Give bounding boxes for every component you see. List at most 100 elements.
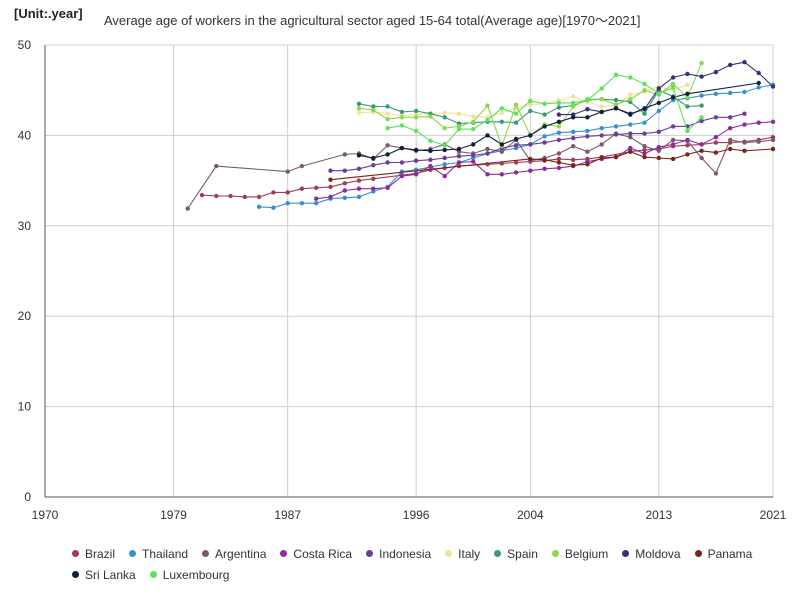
data-point-costa-rica: [528, 168, 533, 173]
data-point-brazil: [713, 140, 719, 145]
data-point-indonesia: [456, 154, 462, 159]
data-point-brazil: [228, 193, 233, 199]
data-point-belgium: [642, 88, 647, 93]
data-point-belgium: [413, 115, 419, 120]
legend-label: Brazil: [85, 546, 116, 561]
legend-item-moldova[interactable]: Moldova: [622, 543, 681, 564]
data-point-sri-lanka: [513, 136, 519, 142]
data-point-indonesia: [413, 158, 419, 163]
data-point-brazil: [356, 178, 362, 183]
data-point-thailand: [585, 128, 590, 134]
legend-label: Thailand: [142, 546, 189, 561]
data-point-indonesia: [670, 124, 676, 129]
legend-item-belgium[interactable]: Belgium: [551, 543, 608, 564]
x-tick-label: 1970: [32, 508, 59, 522]
legend-item-argentina[interactable]: Argentina: [202, 543, 266, 564]
legend-item-brazil[interactable]: Brazil: [72, 543, 115, 564]
legend-swatch-belgium: [551, 550, 559, 557]
data-point-indonesia: [428, 157, 433, 162]
data-point-sri-lanka: [670, 95, 676, 100]
data-point-luxembourg: [485, 117, 490, 123]
data-point-sri-lanka: [442, 147, 447, 153]
data-point-sri-lanka: [599, 109, 604, 115]
legend-item-costa-rica[interactable]: Costa Rica: [280, 543, 352, 564]
data-point-sri-lanka: [385, 152, 390, 157]
legend-item-italy[interactable]: Italy: [445, 543, 480, 564]
data-point-costa-rica: [728, 126, 733, 131]
data-point-italy: [456, 111, 462, 116]
data-point-spain: [556, 105, 562, 110]
legend-item-panama[interactable]: Panama: [694, 543, 752, 564]
data-point-costa-rica: [456, 160, 462, 165]
data-point-moldova: [728, 62, 733, 68]
legend-item-thailand[interactable]: Thailand: [129, 543, 188, 564]
data-point-thailand: [542, 134, 547, 139]
data-point-belgium: [613, 102, 619, 107]
y-tick-label: 10: [18, 400, 32, 414]
chart-title: Average age of workers in the agricultur…: [104, 13, 641, 28]
data-point-thailand: [571, 129, 576, 134]
legend-item-sri-lanka[interactable]: Sri Lanka: [72, 564, 136, 585]
data-point-panama: [656, 155, 661, 161]
data-point-panama: [742, 148, 747, 153]
data-point-belgium: [571, 104, 576, 109]
data-point-indonesia: [485, 151, 490, 156]
axis-tick-labels: 0 10 20 30 40 50 1970 1979 1987 1996 2004 2013 2021: [18, 38, 787, 522]
data-point-belgium: [699, 60, 704, 66]
data-point-indonesia: [471, 153, 476, 158]
data-point-thailand: [271, 205, 276, 210]
data-point-italy: [442, 110, 447, 116]
data-point-belgium: [685, 95, 690, 100]
data-point-costa-rica: [699, 142, 704, 147]
legend-item-spain[interactable]: Spain: [494, 543, 538, 564]
data-point-sri-lanka: [399, 145, 405, 151]
data-point-argentina: [299, 163, 305, 169]
legend-item-luxembourg[interactable]: Luxembourg: [149, 564, 229, 585]
data-point-luxembourg: [670, 85, 676, 90]
legend-swatch-moldova: [622, 550, 630, 557]
data-point-costa-rica: [314, 196, 319, 201]
data-point-argentina: [571, 144, 576, 149]
data-point-argentina: [185, 206, 190, 211]
data-point-thailand: [314, 201, 319, 206]
data-point-belgium: [385, 116, 390, 122]
data-point-indonesia: [342, 168, 347, 173]
series-line-indonesia: [330, 113, 745, 172]
data-point-spain: [685, 104, 690, 109]
data-point-argentina: [485, 146, 490, 152]
data-point-sri-lanka: [656, 100, 661, 106]
data-point-thailand: [256, 204, 262, 209]
data-point-sri-lanka: [471, 142, 476, 147]
series-luxembourg: [385, 72, 704, 148]
data-point-belgium: [485, 103, 490, 108]
data-point-italy: [471, 114, 476, 119]
data-point-sri-lanka: [485, 133, 490, 138]
data-point-indonesia: [442, 155, 447, 161]
data-point-thailand: [599, 126, 604, 131]
data-point-thailand: [613, 124, 619, 129]
chart-grid: [44, 44, 774, 498]
data-point-thailand: [356, 194, 362, 200]
data-point-panama: [642, 154, 647, 160]
data-point-costa-rica: [513, 170, 519, 175]
data-point-brazil: [328, 184, 333, 190]
data-point-moldova: [656, 86, 661, 91]
legend-swatch-argentina: [202, 550, 210, 557]
data-point-indonesia: [585, 134, 590, 139]
data-point-panama: [770, 146, 776, 152]
data-point-luxembourg: [385, 126, 390, 131]
series-line-italy: [358, 84, 688, 118]
data-point-costa-rica: [399, 173, 405, 179]
series-moldova: [556, 60, 776, 117]
data-point-panama: [728, 146, 733, 152]
legend-item-indonesia[interactable]: Indonesia: [366, 543, 431, 564]
data-point-thailand: [642, 120, 647, 125]
data-point-brazil: [285, 190, 290, 195]
data-point-argentina: [642, 144, 647, 149]
data-point-belgium: [513, 102, 519, 107]
data-point-luxembourg: [428, 138, 433, 143]
data-point-panama: [328, 177, 333, 182]
data-point-belgium: [670, 81, 676, 87]
data-point-brazil: [271, 190, 276, 195]
data-point-belgium: [556, 124, 562, 129]
